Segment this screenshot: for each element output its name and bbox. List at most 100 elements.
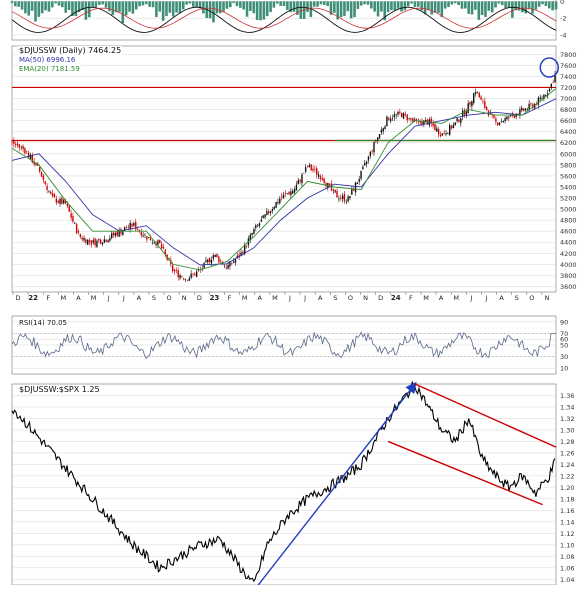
price-candle-body bbox=[450, 126, 453, 129]
rsi-panel-tick-label: 60 bbox=[560, 336, 568, 344]
macd-histogram-bar bbox=[87, 1, 91, 18]
macd-histogram-bar bbox=[302, 1, 306, 19]
macd-histogram-bar bbox=[275, 1, 279, 4]
macd-histogram-bar bbox=[161, 1, 165, 21]
price-candle-body bbox=[231, 262, 233, 264]
macd-histogram-bar bbox=[554, 1, 558, 10]
price-candle-body bbox=[61, 198, 63, 204]
price-month-label: M bbox=[423, 294, 429, 302]
price-candle-body bbox=[449, 125, 451, 135]
price-candle-body bbox=[400, 113, 403, 117]
macd-histogram-bar bbox=[27, 1, 31, 16]
price-candle-body bbox=[31, 155, 34, 163]
macd-histogram-bar bbox=[37, 1, 41, 17]
macd-histogram-bar bbox=[453, 1, 457, 4]
price-candle-body bbox=[511, 113, 514, 117]
price-candle-body bbox=[399, 111, 401, 114]
price-candle-body bbox=[332, 190, 335, 191]
macd-histogram-bar bbox=[480, 1, 484, 16]
macd-line bbox=[11, 6, 557, 33]
price-candle-body bbox=[376, 137, 379, 141]
price-candle-body bbox=[303, 173, 305, 174]
price-candle-body bbox=[314, 168, 316, 170]
macd-histogram-bar bbox=[437, 1, 440, 13]
ma50-line bbox=[11, 98, 557, 266]
price-candle-body bbox=[111, 233, 113, 239]
ratio-panel-tick-label: 1.36 bbox=[560, 392, 574, 400]
price-panel-tick-label: 6400 bbox=[560, 128, 577, 136]
price-candle-body bbox=[369, 151, 372, 156]
macd-histogram-bar bbox=[124, 1, 128, 16]
price-candle-body bbox=[194, 273, 196, 276]
price-candle-body bbox=[498, 122, 501, 125]
macd-histogram-bar bbox=[440, 1, 444, 18]
price-candle-body bbox=[63, 200, 65, 204]
price-month-label: N bbox=[182, 294, 187, 302]
price-candle-body bbox=[530, 103, 532, 105]
price-candle-body bbox=[70, 213, 72, 218]
price-candle-body bbox=[537, 97, 540, 105]
price-month-label: A bbox=[499, 294, 504, 302]
macd-histogram-bar bbox=[10, 1, 14, 4]
price-candle-body bbox=[519, 109, 521, 116]
price-month-label: O bbox=[529, 294, 534, 302]
ema20-line bbox=[11, 88, 557, 271]
price-candle-body bbox=[334, 189, 336, 193]
macd-histogram-bar bbox=[185, 1, 188, 5]
price-candle-body bbox=[142, 235, 144, 237]
macd-histogram-bar bbox=[336, 1, 340, 20]
price-candle-body bbox=[122, 230, 124, 236]
macd-histogram-bar bbox=[225, 1, 229, 9]
price-candle-body bbox=[430, 118, 432, 124]
price-candle-body bbox=[378, 133, 381, 139]
macd-histogram-bar bbox=[148, 1, 151, 7]
macd-histogram-bar bbox=[534, 1, 538, 10]
price-candle-body bbox=[205, 260, 207, 263]
price-candle-body bbox=[554, 74, 556, 83]
price-candle-body bbox=[181, 276, 183, 278]
price-candle-body bbox=[242, 251, 244, 254]
macd-histogram-bar bbox=[57, 1, 61, 6]
price-candle-body bbox=[256, 224, 259, 226]
price-candle-body bbox=[386, 116, 388, 127]
price-panel-tick-label: 5600 bbox=[560, 172, 577, 180]
uptrend-arrow bbox=[254, 381, 417, 589]
price-candle-body bbox=[236, 255, 239, 259]
price-candle-body bbox=[280, 196, 283, 198]
macd-panel: 0 -2 -4 bbox=[10, 0, 566, 41]
ratio-panel-tick-label: 1.18 bbox=[560, 495, 574, 503]
price-candle-body bbox=[229, 261, 231, 267]
price-candle-body bbox=[42, 175, 45, 180]
price-candle-body bbox=[406, 114, 408, 121]
price-candle-body bbox=[116, 231, 118, 236]
price-candle-body bbox=[118, 230, 120, 237]
price-candle-body bbox=[436, 128, 438, 132]
macd-histogram-bar bbox=[403, 1, 407, 11]
macd-histogram-bar bbox=[14, 1, 17, 7]
macd-histogram-bar bbox=[249, 1, 252, 11]
price-panel-tick-label: 7600 bbox=[560, 62, 577, 70]
price-candle-body bbox=[109, 238, 111, 241]
price-candle-body bbox=[157, 240, 159, 245]
macd-histogram-bar bbox=[447, 1, 450, 8]
price-candle-body bbox=[526, 109, 528, 110]
price-candle-body bbox=[404, 113, 407, 115]
price-candle-body bbox=[50, 192, 52, 194]
ma50-legend: MA(50) 6996.16 bbox=[18, 56, 77, 64]
macd-signal-line bbox=[11, 7, 557, 29]
macd-histogram-bar bbox=[531, 1, 534, 14]
macd-histogram-bar bbox=[215, 1, 219, 14]
price-candle-body bbox=[439, 134, 442, 137]
macd-histogram-bar bbox=[450, 1, 454, 5]
price-month-label: O bbox=[167, 294, 172, 302]
macd-histogram-bar bbox=[188, 1, 192, 4]
price-candle-body bbox=[195, 271, 198, 277]
price-candle-body bbox=[253, 229, 255, 235]
price-candle-body bbox=[66, 204, 69, 206]
macd-histogram-bar bbox=[423, 1, 427, 15]
macd-histogram-bar bbox=[181, 1, 185, 10]
macd-histogram-bar bbox=[141, 1, 145, 6]
macd-histogram-bar bbox=[420, 1, 423, 11]
macd-histogram-bar bbox=[168, 1, 172, 13]
macd-panel-tick-label: -2 bbox=[560, 15, 566, 23]
